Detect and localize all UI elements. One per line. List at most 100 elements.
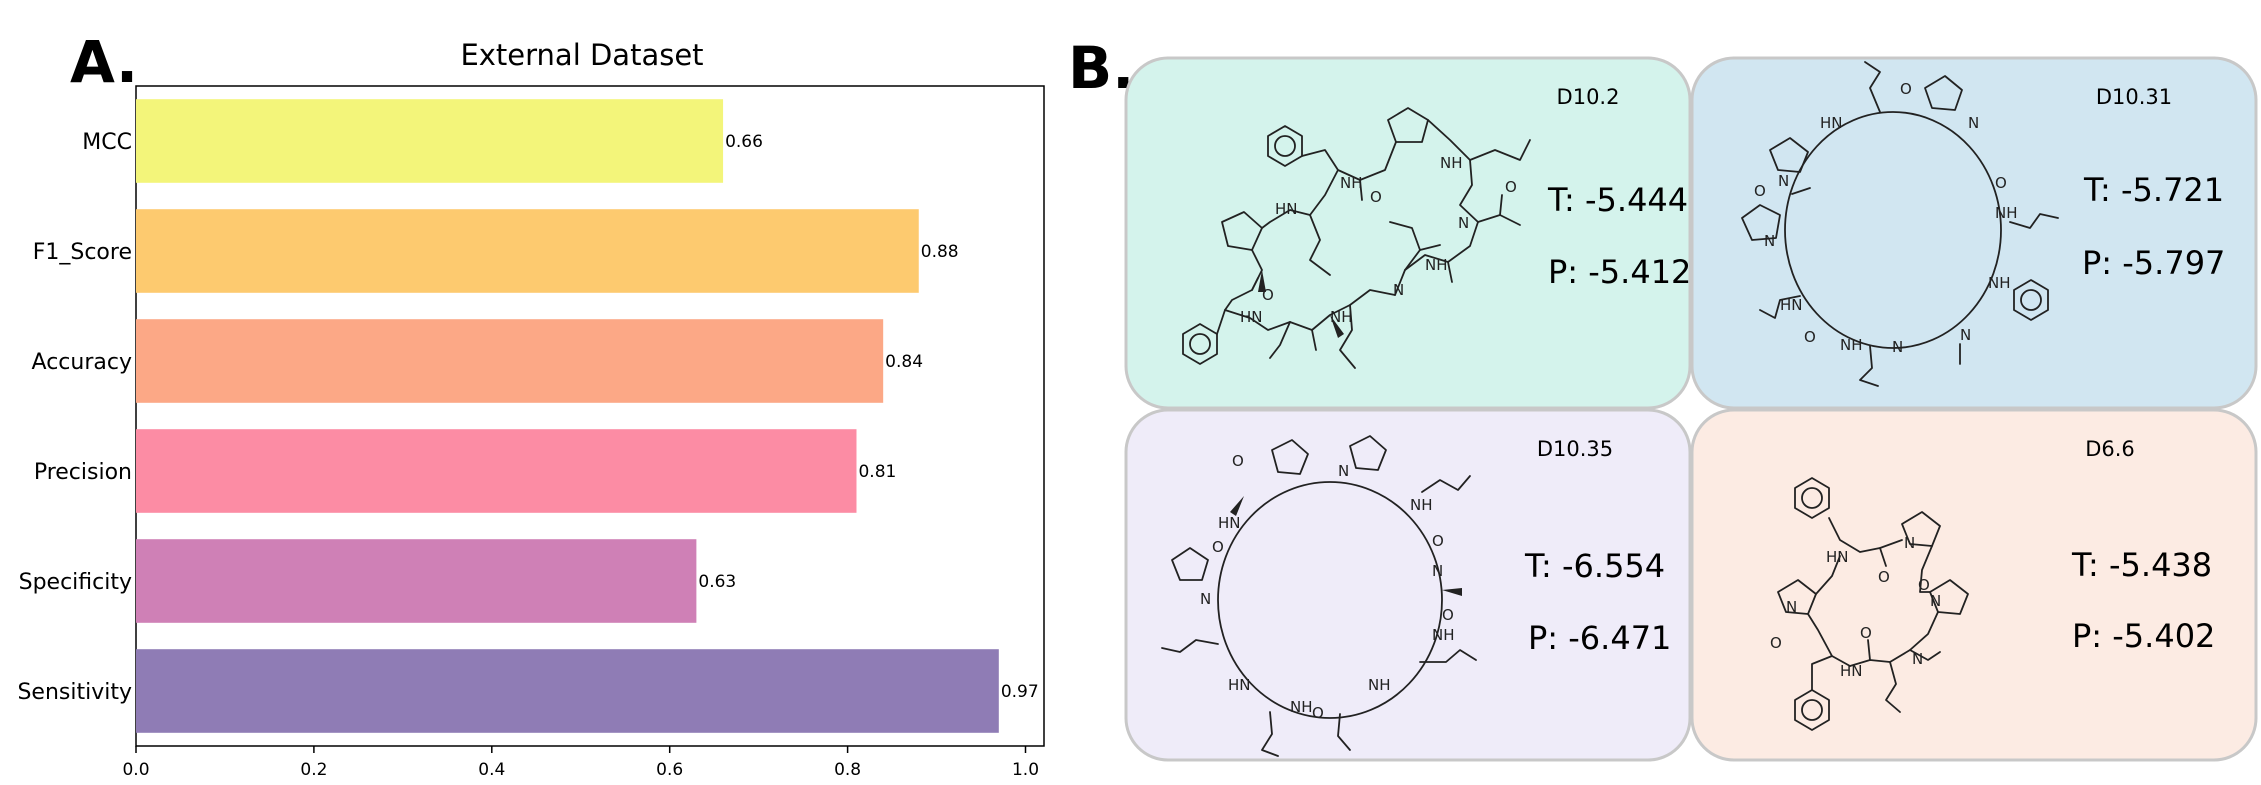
svg-text:O: O [1860,624,1872,642]
bar-accuracy [136,319,884,403]
svg-text:NH: NH [1368,676,1391,694]
svg-text:N: N [1786,598,1797,616]
t-score: T: -5.438 [2071,546,2212,584]
svg-text:HN: HN [1240,308,1263,326]
x-axis-ticks-group: 0.0 0.2 0.4 0.6 0.8 1.0 [122,746,1039,780]
p-score: P: -5.797 [2082,244,2225,282]
svg-text:HN: HN [1840,662,1863,680]
molecule-id: D6.6 [2085,437,2135,461]
value-labels-group: 0.66 0.88 0.84 0.81 0.63 0.97 [698,132,1038,702]
svg-text:O: O [1804,328,1816,346]
card-background [1690,408,2258,762]
svg-text:HN: HN [1228,676,1251,694]
chart-title: External Dataset [460,38,703,72]
bar-precision [136,429,857,513]
svg-text:N: N [1892,338,1903,356]
cyclic-peptide-structure-icon: HN O N O NH NH N N NH HN N N O O [1741,61,2059,387]
category-label: F1_Score [33,240,132,265]
svg-text:NH: NH [1340,174,1363,192]
svg-text:O: O [1370,188,1382,206]
svg-text:NH: NH [1290,698,1313,716]
value-label: 0.81 [858,462,896,482]
category-label: Sensitivity [17,680,132,705]
molecule-card-d10-2: D10.2 T: -5.444 P: -5.412 [1124,56,1692,410]
svg-text:HN: HN [1275,200,1298,218]
x-tick-label: 1.0 [1012,760,1039,780]
cyclic-peptide-structure-icon: HN O N O N N O HN N O [1770,477,1969,731]
svg-text:N: N [1904,534,1915,552]
svg-text:N: N [1930,592,1941,610]
category-labels-group: MCC F1_Score Accuracy Precision Specificity S… [17,130,132,705]
cyclic-peptide-structure-icon: NH HN NH N NH N NH HN O O O [1182,107,1531,369]
svg-text:O: O [1900,80,1912,98]
svg-text:NH: NH [1432,626,1455,644]
x-tick-label: 0.6 [656,760,683,780]
svg-text:NH: NH [1995,204,2018,222]
panel-b-molecules: B. D10.2 T: -5.444 P: -5.412 [1068,34,2258,762]
svg-text:N: N [1912,650,1923,668]
t-score: T: -5.444 [1547,181,1688,219]
panel-a-letter: A. [70,28,138,96]
card-background [1690,56,2258,410]
x-tick-label: 0.4 [478,760,505,780]
t-score: T: -5.721 [2083,171,2224,209]
value-label: 0.84 [885,352,923,372]
category-label: Precision [34,460,132,485]
svg-text:NH: NH [1425,256,1448,274]
svg-text:N: N [1458,214,1469,232]
molecule-id: D10.31 [2096,85,2172,109]
svg-text:O: O [1212,538,1224,556]
svg-text:HN: HN [1826,548,1849,566]
value-label: 0.66 [725,132,763,152]
svg-text:O: O [1432,532,1444,550]
svg-text:O: O [1878,568,1890,586]
p-score: P: -5.412 [1548,253,1691,291]
svg-text:N: N [1338,462,1349,480]
svg-text:N: N [1778,172,1789,190]
molecule-card-d10-35: D10.35 T: -6.554 P: -6.471 NH O N NH O [1124,408,1692,762]
svg-text:O: O [1232,452,1244,470]
molecule-id: D10.35 [1537,437,1613,461]
card-background [1124,56,1692,410]
bar-sensitivity [136,649,999,733]
svg-text:N: N [1764,232,1775,250]
molecule-card-d6-6: D6.6 T: -5.438 P: -5.402 [1690,408,2258,762]
value-label: 0.97 [1001,682,1039,702]
x-tick-label: 0.0 [122,760,149,780]
bar-specificity [136,539,697,623]
svg-text:N: N [1393,281,1404,299]
svg-text:NH: NH [1840,336,1863,354]
svg-text:N: N [1432,562,1443,580]
card-background [1124,408,1692,762]
svg-text:N: N [1960,326,1971,344]
bars-group [136,99,999,733]
p-score: P: -6.471 [1528,619,1671,657]
value-label: 0.63 [698,572,736,592]
svg-text:NH: NH [1410,496,1433,514]
panel-a-bar-chart: A. External Dataset MCC F1_Score Accuracy P… [17,28,1045,780]
svg-text:O: O [1442,606,1454,624]
svg-text:NH: NH [1440,154,1463,172]
svg-text:NH: NH [1988,274,2011,292]
svg-text:O: O [1918,576,1930,594]
cyclic-peptide-structure-icon: NH O N NH O NH O NH HN N O HN O N [1161,435,1477,757]
category-label: Accuracy [32,350,132,375]
svg-text:HN: HN [1780,296,1803,314]
svg-text:HN: HN [1218,514,1241,532]
value-label: 0.88 [921,242,959,262]
svg-text:HN: HN [1820,114,1843,132]
category-label: MCC [82,130,132,155]
svg-text:N: N [1200,590,1211,608]
t-score: T: -6.554 [1524,547,1665,585]
svg-text:O: O [1770,634,1782,652]
svg-text:O: O [1754,182,1766,200]
svg-text:NH: NH [1330,308,1353,326]
bar-mcc [136,99,724,183]
svg-text:O: O [1262,286,1274,304]
svg-text:O: O [1505,178,1517,196]
panel-b-letter: B. [1068,34,1134,102]
svg-text:O: O [1312,704,1324,722]
category-label: Specificity [19,570,132,595]
molecule-card-d10-31: D10.31 T: -5.721 P: -5.797 HN O N O [1690,56,2258,410]
x-tick-label: 0.8 [834,760,861,780]
